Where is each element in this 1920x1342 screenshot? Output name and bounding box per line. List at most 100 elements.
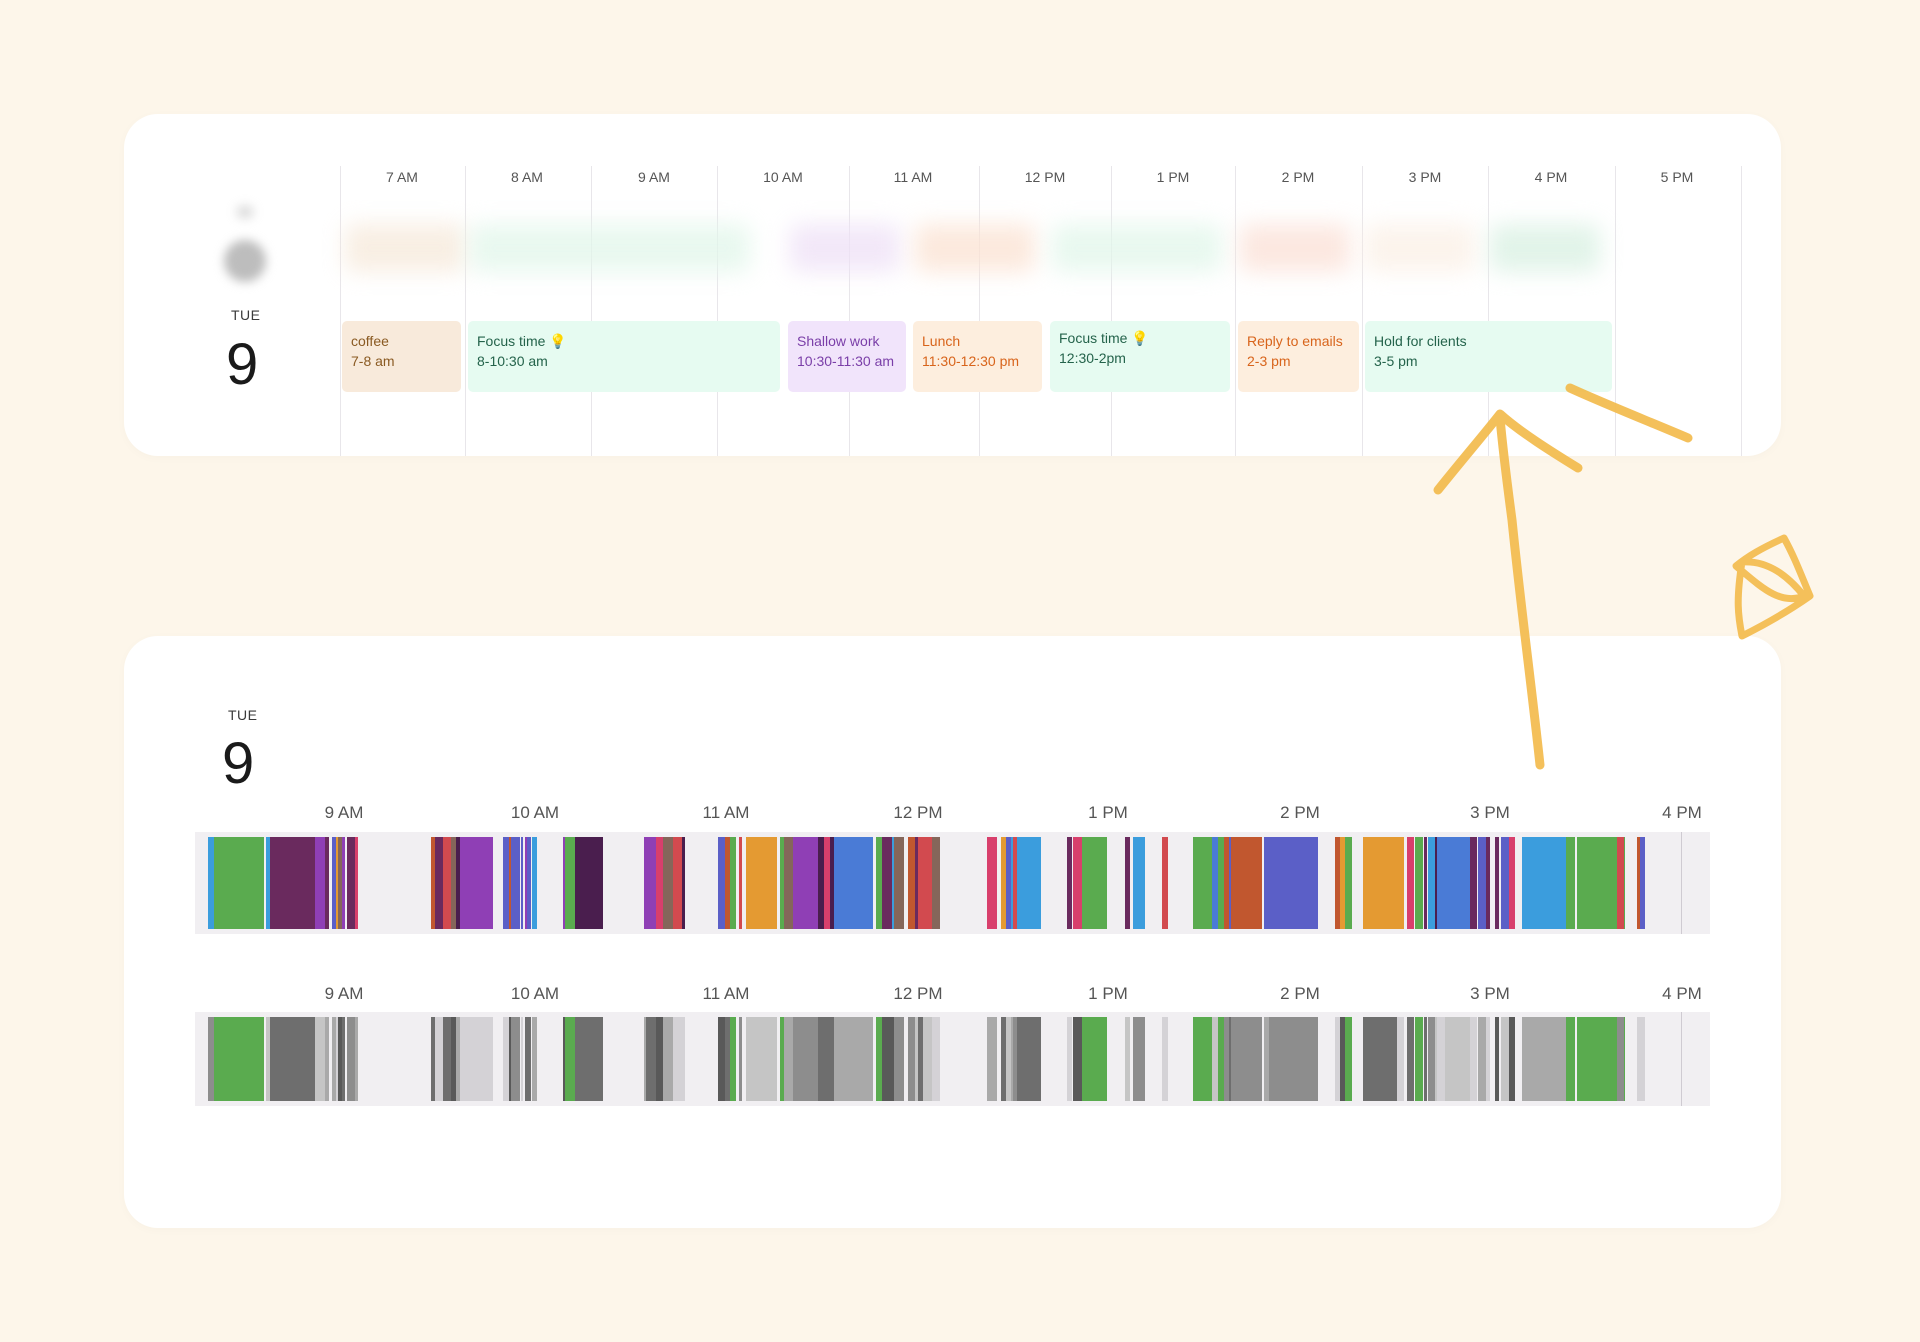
event-lunch[interactable]: Lunch 11:30-12:30 pm	[913, 321, 1042, 392]
activity-bar	[1501, 837, 1509, 929]
app-activity-strip	[195, 832, 1710, 934]
event-time: 11:30-12:30 pm	[922, 353, 1020, 369]
activity-bar	[1231, 837, 1262, 929]
activity-bar	[214, 837, 260, 929]
hour-label: 12 PM	[893, 984, 943, 1003]
activity-bar	[682, 1017, 685, 1101]
event-focus-time-afternoon[interactable]: Focus time 💡 12:30-2pm	[1050, 321, 1230, 392]
event-hold-for-clients[interactable]: Hold for clients 3-5 pm	[1365, 321, 1612, 392]
activity-bar	[1345, 837, 1352, 929]
activity-bar	[1608, 837, 1617, 929]
activity-bar	[460, 1017, 493, 1101]
event-title: Focus time 💡	[477, 333, 567, 349]
activity-bar	[876, 837, 882, 929]
activity-bar	[1024, 1017, 1041, 1101]
calendar-day-view-card	[124, 114, 1781, 456]
activity-bar	[1566, 837, 1571, 929]
event-time: 8-10:30 am	[477, 353, 548, 369]
activity-bar	[1024, 837, 1041, 929]
activity-bar	[646, 1017, 656, 1101]
activity-bar	[1522, 1017, 1566, 1101]
activity-bar	[342, 1017, 345, 1101]
activity-bar	[1125, 1017, 1130, 1101]
activity-bar	[818, 837, 824, 929]
activity-bar	[915, 1017, 918, 1101]
activity-bar	[1335, 837, 1340, 929]
activity-bar	[644, 1017, 646, 1101]
activity-bar	[532, 1017, 537, 1101]
hour-gridline	[1111, 166, 1112, 456]
activity-bar	[1577, 1017, 1583, 1101]
activity-bar	[1470, 837, 1477, 929]
event-title: Reply to emails	[1247, 333, 1343, 349]
hour-label: 10 AM	[510, 984, 560, 1003]
activity-bar	[1073, 1017, 1082, 1101]
activity-bar	[1428, 837, 1435, 929]
event-title: Hold for clients	[1374, 333, 1467, 349]
activity-bar	[1363, 1017, 1397, 1101]
hour-label: 9 AM	[324, 803, 364, 822]
event-reply-to-emails[interactable]: Reply to emails 2-3 pm	[1238, 321, 1359, 392]
activity-bar	[1415, 1017, 1423, 1101]
activity-bar	[1428, 1017, 1435, 1101]
activity-bar	[646, 837, 656, 929]
activity-bar	[355, 837, 358, 929]
activity-bar	[521, 1017, 523, 1101]
activity-bar	[656, 837, 663, 929]
activity-bar	[336, 837, 338, 929]
event-coffee[interactable]: coffee 7-8 am	[342, 321, 461, 392]
activity-bar	[834, 1017, 873, 1101]
activity-bar	[746, 1017, 777, 1101]
activity-bar	[784, 1017, 793, 1101]
activity-bar	[1193, 1017, 1195, 1101]
hour-gridline	[1235, 166, 1236, 456]
activity-bar	[1415, 837, 1423, 929]
activity-bar	[784, 837, 793, 929]
activity-bar	[1001, 1017, 1006, 1101]
hour-gridline	[849, 166, 850, 456]
activity-bar	[521, 837, 523, 929]
activity-bar	[532, 837, 537, 929]
activity-bar	[1407, 1017, 1414, 1101]
blurred-event	[915, 224, 1035, 272]
hour-gridline	[717, 166, 718, 456]
activity-bar	[923, 1017, 932, 1101]
hour-label: 11 AM	[702, 984, 750, 1003]
event-shallow-work[interactable]: Shallow work 10:30-11:30 am	[788, 321, 906, 392]
avatar	[224, 240, 266, 282]
hour-gridline	[1615, 166, 1616, 456]
activity-bar	[332, 837, 336, 929]
activity-bar	[1583, 1017, 1604, 1101]
activity-bar	[1229, 837, 1231, 929]
hour-label: 11 AM	[893, 169, 933, 185]
focus-activity-strip	[195, 1012, 1710, 1106]
activity-bar	[1478, 837, 1486, 929]
activity-bar	[270, 1017, 315, 1101]
activity-bar	[882, 837, 892, 929]
activity-bar	[730, 837, 736, 929]
activity-bar	[1013, 837, 1017, 929]
activity-bar	[1212, 837, 1218, 929]
activity-bar	[725, 837, 730, 929]
bottom-day-of-week: TUE	[228, 707, 258, 723]
activity-bar	[1264, 1017, 1269, 1101]
activity-bar	[315, 837, 325, 929]
activity-bar	[1082, 1017, 1107, 1101]
activity-bar	[1363, 837, 1397, 929]
hour-label: 2 PM	[1281, 169, 1315, 185]
activity-bar	[1006, 837, 1011, 929]
activity-bar	[527, 837, 531, 929]
activity-bar	[923, 837, 932, 929]
activity-bar	[336, 1017, 338, 1101]
hour-label: 9 AM	[324, 984, 364, 1003]
activity-bar	[1212, 1017, 1218, 1101]
activity-bars	[208, 832, 1682, 934]
top-day-number: 9	[226, 332, 259, 397]
activity-bar	[1522, 837, 1566, 929]
activity-bar	[673, 837, 682, 929]
activity-bar	[1397, 837, 1404, 929]
event-focus-time-morning[interactable]: Focus time 💡 8-10:30 am	[468, 321, 780, 392]
activity-bar	[1198, 837, 1202, 929]
activity-bar	[1437, 837, 1445, 929]
activity-bar	[1224, 837, 1229, 929]
